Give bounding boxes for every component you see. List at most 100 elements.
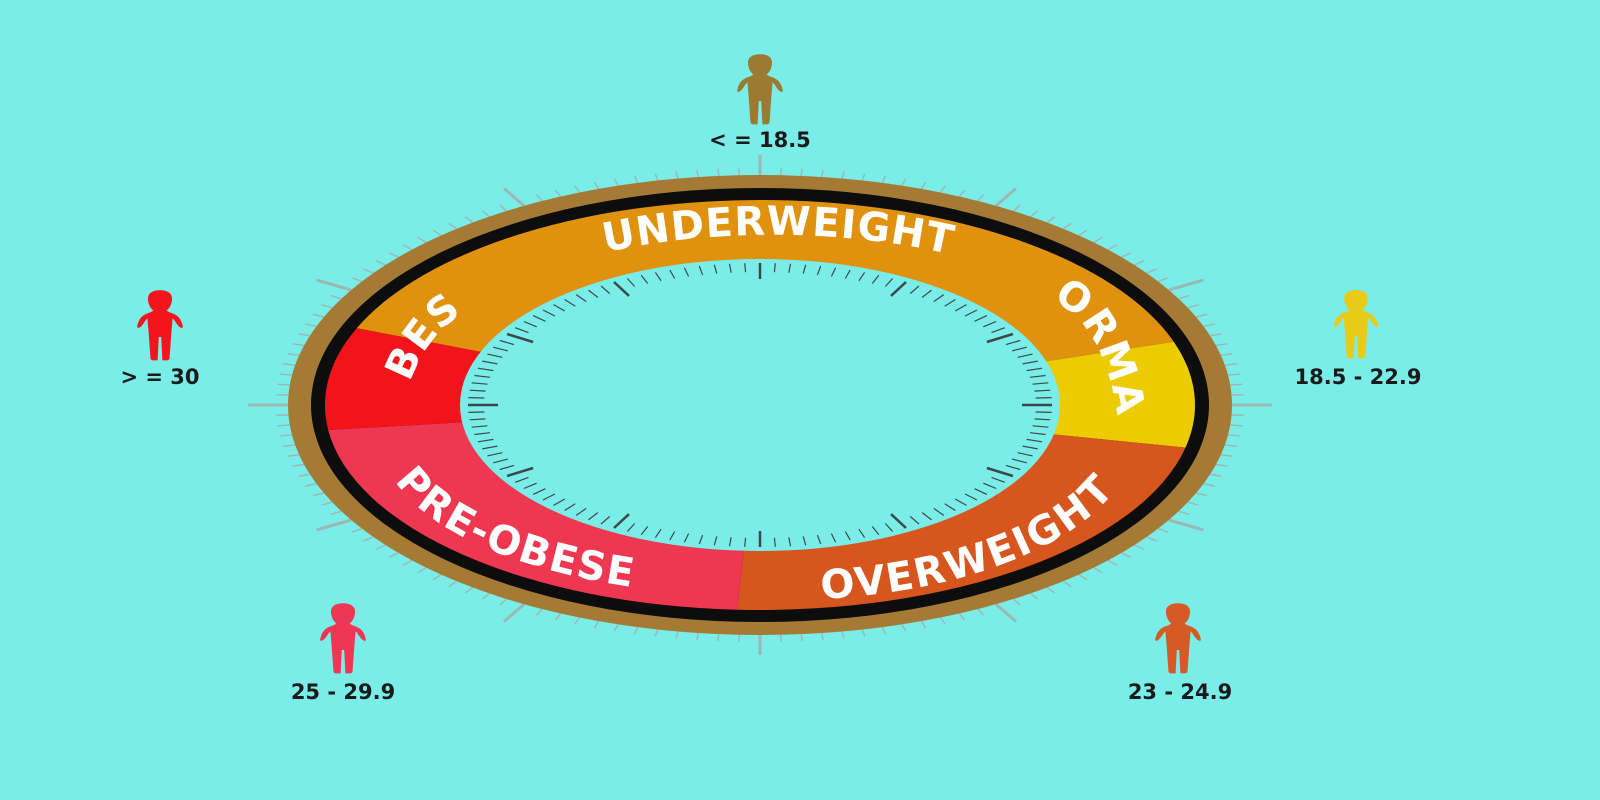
outer-tick (841, 171, 845, 179)
outer-tick (1230, 383, 1243, 386)
outer-tick (388, 552, 399, 558)
outer-tick (503, 603, 525, 623)
outer-tick (977, 608, 985, 616)
dial-tick (600, 285, 611, 294)
outer-tick (901, 624, 907, 632)
dial-tick (921, 512, 932, 521)
outer-tick (779, 634, 782, 642)
outer-tick (1046, 586, 1056, 594)
dial-tick (626, 278, 636, 287)
person-icon (137, 290, 183, 361)
outer-tick (574, 185, 581, 193)
outer-tick (696, 632, 700, 641)
dial-tick (974, 488, 988, 495)
outer-tick (417, 236, 427, 244)
outer-tick (292, 342, 305, 347)
outer-tick (1187, 501, 1199, 506)
dial-tick (640, 526, 649, 536)
outer-tick (1062, 580, 1072, 588)
outer-tick (920, 181, 927, 190)
dial-tick (506, 332, 534, 344)
range-pre-obese: 25 - 29.9 (291, 680, 395, 704)
person-icon (1155, 603, 1201, 674)
category-overweight-marker: 23 - 24.9 (1128, 603, 1232, 704)
outer-tick (277, 424, 290, 427)
outer-tick (321, 304, 333, 309)
outer-tick (448, 222, 458, 230)
outer-tick (330, 510, 342, 516)
outer-tick (939, 185, 946, 193)
dial-tick (532, 488, 546, 495)
outer-tick (1227, 434, 1240, 437)
outer-tick (1227, 373, 1240, 376)
dial-tick (477, 367, 494, 372)
outer-tick (800, 633, 803, 642)
dial-tick (1011, 346, 1027, 352)
outer-tick (1134, 544, 1145, 550)
dial-tick (506, 466, 534, 478)
dial-tick (482, 445, 498, 450)
outer-tick (1107, 244, 1118, 251)
outer-tick (1078, 229, 1088, 237)
dial-tick (744, 537, 747, 547)
outer-tick (305, 323, 317, 328)
dial-tick (469, 418, 486, 421)
dial-tick (669, 269, 676, 279)
dial-tick (788, 537, 792, 547)
outer-tick (1146, 536, 1157, 542)
outer-tick (995, 603, 1017, 623)
outer-tick (1013, 204, 1021, 212)
dial-tick (858, 272, 866, 282)
outer-tick (298, 473, 310, 478)
outer-tick (321, 501, 333, 506)
dial-tick (890, 281, 907, 297)
outer-tick (574, 617, 581, 625)
outer-tick (995, 187, 1017, 207)
outer-tick (1178, 294, 1190, 300)
outer-tick (312, 492, 325, 497)
outer-tick (535, 608, 543, 616)
outer-tick (1195, 313, 1208, 318)
dial-tick (613, 281, 630, 297)
outer-tick (554, 189, 562, 197)
dial-tick (575, 294, 587, 303)
person-icon (320, 603, 366, 674)
outer-tick (1046, 216, 1056, 224)
dial-tick (1017, 452, 1033, 457)
dial-tick (713, 264, 718, 274)
label-obese: OBESE (0, 0, 469, 387)
dial-tick (542, 309, 556, 317)
dial-tick (1034, 418, 1051, 421)
category-pre-obese-marker: 25 - 29.9 (291, 603, 395, 704)
outer-tick (1230, 424, 1243, 427)
dial-tick (493, 346, 509, 352)
dial-tick (532, 315, 546, 322)
outer-tick (402, 559, 413, 566)
outer-tick (1203, 482, 1215, 487)
dial-tick (773, 537, 776, 547)
dial-tick (983, 482, 997, 490)
outer-tick (1195, 492, 1208, 497)
outer-tick (939, 617, 946, 625)
dial-tick (482, 360, 498, 365)
outer-tick (593, 181, 600, 190)
dial-tick (728, 537, 732, 547)
person-icon (737, 54, 783, 125)
range-overweight: 23 - 24.9 (1128, 680, 1232, 704)
dial-tick (698, 265, 704, 276)
outer-tick (277, 383, 290, 386)
dial-tick (944, 298, 956, 307)
dial-tick (1029, 432, 1046, 436)
outer-tick (1210, 473, 1222, 478)
outer-tick (613, 178, 619, 186)
dial-tick (542, 493, 556, 501)
outer-tick (316, 518, 352, 532)
outer-tick (280, 373, 293, 376)
outer-tick (499, 598, 507, 606)
outer-tick (1157, 276, 1169, 283)
dial-tick (816, 534, 822, 545)
outer-tick (1030, 210, 1039, 218)
outer-tick (1224, 444, 1237, 447)
outer-tick (1215, 342, 1228, 347)
dial-tick (626, 523, 636, 532)
